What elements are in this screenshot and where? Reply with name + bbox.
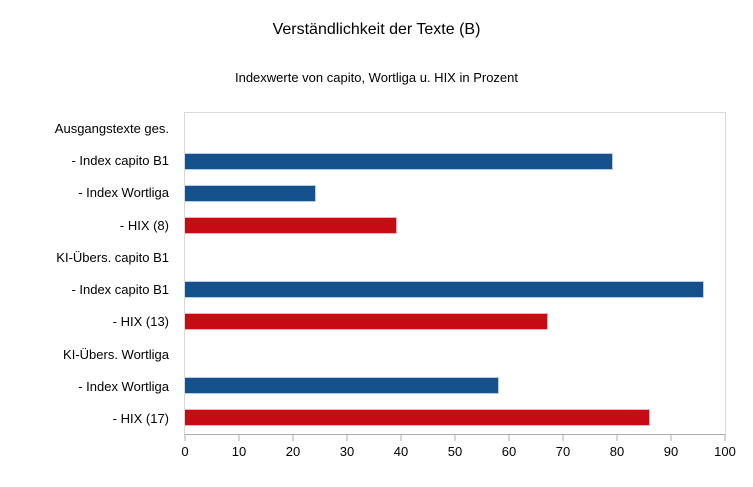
x-tick-label: 30 [339,444,355,459]
x-tick-mark [184,435,186,441]
bar-row [185,241,725,273]
bar-row [185,273,725,305]
bar-blue [185,152,613,170]
category-label: - HIX (13) [112,314,169,330]
category-label: - HIX (8) [119,217,169,233]
bar-red [185,216,397,234]
x-tick-label: 50 [447,444,463,459]
category-label: - Index capito B1 [71,152,169,168]
bar-row [185,209,725,241]
x-tick-mark [616,435,618,441]
x-tick-mark [400,435,402,441]
bar-blue [185,184,316,202]
x-tick-label: 20 [285,444,301,459]
chart-subtitle: Indexwerte von capito, Wortliga u. HIX i… [234,70,518,85]
plot-area [184,112,726,435]
bar-row [185,113,725,145]
x-tick-mark [508,435,510,441]
x-tick-mark [670,435,672,441]
bar-row [185,402,725,434]
category-label: - Index Wortliga [78,379,169,395]
bar-row [185,306,725,338]
category-label: - HIX (17) [112,411,169,427]
category-label: KI-Übers. capito B1 [56,249,169,265]
category-labels: Ausgangstexte ges. - Index capito B1 - Ind… [0,112,176,435]
x-tick-label: 0 [181,444,189,459]
chart-title: Verständlichkeit der Texte (B) [272,21,481,38]
bar-blue [185,281,705,299]
bar-red [185,409,651,427]
x-axis: 0 10 20 30 40 50 60 70 80 90 100 [181,435,736,465]
bar-row [185,338,725,370]
category-label: - Index capito B1 [71,282,169,298]
bar-blue [185,377,500,395]
x-tick-label: 70 [555,444,571,459]
x-tick-mark [724,435,726,441]
x-tick-mark [292,435,294,441]
bar-row [185,370,725,402]
x-tick-mark [346,435,348,441]
category-label: - Index Wortliga [78,185,169,201]
x-tick-label: 10 [231,444,247,459]
x-tick-label: 100 [714,444,736,459]
bar-red [185,313,548,331]
x-tick-mark [562,435,564,441]
x-tick-label: 90 [663,444,679,459]
x-tick-mark [238,435,240,441]
category-label: KI-Übers. Wortliga [63,346,169,362]
x-tick-mark [454,435,456,441]
x-tick-label: 40 [393,444,409,459]
bar-row [185,177,725,209]
x-tick-label: 80 [609,444,625,459]
bar-row [185,145,725,177]
x-tick-label: 60 [501,444,517,459]
category-label: Ausgangstexte ges. [54,120,169,136]
